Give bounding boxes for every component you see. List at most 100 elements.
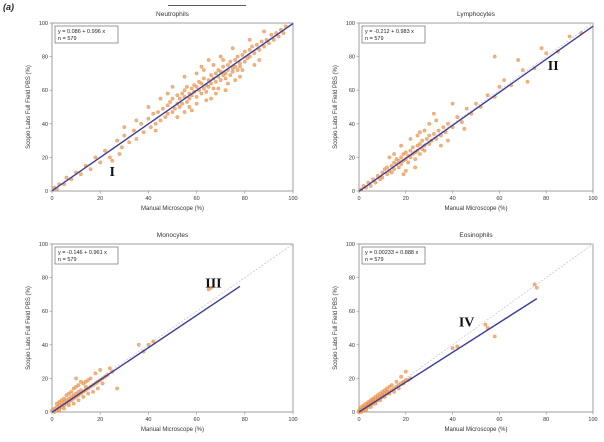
plot-frame xyxy=(51,243,294,413)
data-point xyxy=(67,403,71,408)
identity-line xyxy=(358,243,594,413)
data-point xyxy=(446,138,450,143)
data-point xyxy=(417,152,422,156)
data-point xyxy=(214,91,218,96)
data-point xyxy=(74,376,78,381)
y-tick-label: 0 xyxy=(45,410,48,416)
data-point xyxy=(238,74,242,79)
data-point xyxy=(462,126,467,131)
data-point xyxy=(110,158,115,163)
data-point xyxy=(177,105,182,109)
data-point xyxy=(158,118,163,123)
data-point xyxy=(544,51,549,56)
data-point xyxy=(177,96,182,101)
equation-frame xyxy=(54,246,119,265)
data-point xyxy=(427,121,432,126)
data-point xyxy=(417,130,422,135)
data-point xyxy=(146,116,151,121)
data-point xyxy=(281,31,286,35)
data-point xyxy=(230,69,235,74)
data-point xyxy=(439,143,443,148)
data-points xyxy=(52,24,288,192)
y-tick-label: 20 xyxy=(349,376,355,382)
regression-line xyxy=(51,285,241,413)
data-point xyxy=(262,44,266,49)
y-tick-label: 80 xyxy=(42,55,48,61)
data-point xyxy=(255,42,259,47)
equation-frame xyxy=(54,25,119,44)
data-point xyxy=(175,93,180,98)
data-point xyxy=(107,366,112,371)
data-point xyxy=(173,106,177,111)
equation-line: n = 579 xyxy=(58,257,77,263)
data-point xyxy=(209,96,213,101)
y-tick-label: 0 xyxy=(352,410,355,416)
y-axis-label: Scopio Labs Full Field PBS (%) xyxy=(333,65,339,149)
y-tick-label: 60 xyxy=(349,309,355,315)
data-point xyxy=(214,71,218,76)
data-point xyxy=(389,383,394,387)
y-tick-label: 60 xyxy=(42,309,48,315)
data-point xyxy=(180,101,184,106)
data-point xyxy=(455,344,460,349)
y-tick-label: 20 xyxy=(349,155,355,161)
equation-box: y = 0.086 + 0.996 xn = 579 xyxy=(54,25,119,44)
data-point xyxy=(262,29,266,34)
data-point xyxy=(235,68,240,72)
data-point xyxy=(401,172,406,177)
data-point xyxy=(199,91,204,96)
data-points xyxy=(50,285,213,414)
y-tick-label: 100 xyxy=(39,242,48,248)
y-tick-label: 0 xyxy=(352,189,355,195)
data-point xyxy=(139,121,144,126)
data-point xyxy=(88,167,93,172)
data-point xyxy=(520,68,525,72)
x-tick-label: 20 xyxy=(403,417,409,423)
data-point xyxy=(165,111,170,116)
data-point xyxy=(380,175,385,180)
panel-annotation: II xyxy=(548,59,559,74)
data-point xyxy=(240,68,245,72)
x-tick-label: 60 xyxy=(496,196,502,202)
data-point xyxy=(115,138,119,143)
data-point xyxy=(389,170,394,175)
data-point xyxy=(168,100,172,104)
data-point xyxy=(115,386,119,391)
data-point xyxy=(57,408,62,413)
data-point xyxy=(218,54,223,59)
data-point xyxy=(422,148,427,153)
data-point xyxy=(385,172,389,177)
data-point xyxy=(403,150,408,155)
data-point xyxy=(182,74,187,79)
data-point xyxy=(194,101,199,106)
data-point xyxy=(76,383,81,387)
data-point xyxy=(392,167,396,172)
data-point xyxy=(100,381,105,386)
data-point xyxy=(206,58,211,62)
x-tick-label: 20 xyxy=(403,196,409,202)
data-point xyxy=(134,118,139,123)
data-point xyxy=(216,86,221,91)
data-point xyxy=(392,152,396,156)
data-point xyxy=(460,120,464,124)
data-point xyxy=(221,64,225,69)
data-point xyxy=(95,386,100,391)
data-point xyxy=(450,346,455,351)
regression-line xyxy=(358,298,538,413)
data-point xyxy=(146,105,151,109)
data-point xyxy=(223,88,228,93)
data-point xyxy=(271,37,276,42)
data-point xyxy=(238,64,242,69)
data-point xyxy=(364,408,368,413)
x-tick-label: 60 xyxy=(194,196,200,202)
equation-line: y = 0.00233 + 0.888 x xyxy=(365,250,418,256)
panel-title: Neutrophils xyxy=(156,11,190,18)
x-tick-label: 0 xyxy=(50,196,53,202)
x-tick-label: 100 xyxy=(588,417,597,423)
data-point xyxy=(62,406,66,411)
y-tick-label: 60 xyxy=(42,88,48,94)
data-point xyxy=(91,389,95,394)
data-point xyxy=(201,68,206,72)
equation-box: y = -0.146 + 0.961 xn = 579 xyxy=(54,246,119,265)
data-point xyxy=(415,133,420,138)
